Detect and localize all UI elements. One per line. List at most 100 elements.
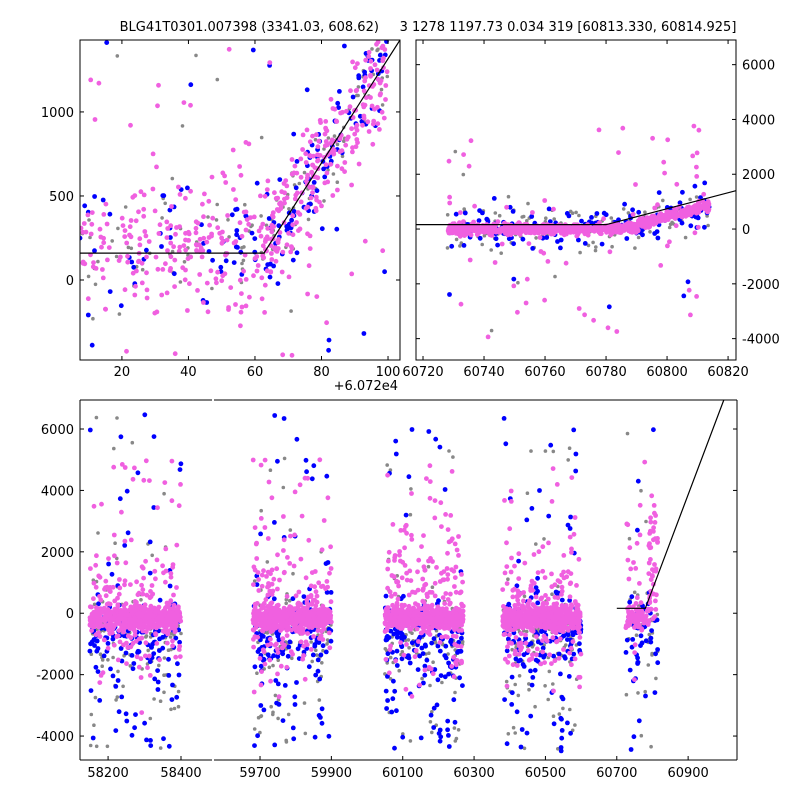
data-point xyxy=(150,151,156,157)
data-point xyxy=(658,263,664,268)
data-point xyxy=(688,223,694,229)
data-point xyxy=(452,575,458,580)
data-point xyxy=(445,597,451,602)
data-point xyxy=(116,226,120,231)
data-point xyxy=(123,650,129,656)
data-point xyxy=(137,242,143,248)
data-point xyxy=(666,210,672,215)
data-point xyxy=(375,104,380,110)
data-point xyxy=(312,643,318,649)
data-point xyxy=(265,592,271,598)
data-point xyxy=(456,534,461,539)
data-point xyxy=(306,217,311,222)
data-point xyxy=(148,716,153,721)
data-point xyxy=(128,218,134,223)
data-point xyxy=(134,599,139,605)
data-point xyxy=(160,193,166,199)
data-point xyxy=(330,193,336,198)
data-point xyxy=(273,678,279,683)
data-point xyxy=(600,227,606,232)
data-point xyxy=(169,631,174,636)
data-point xyxy=(251,689,257,695)
data-point xyxy=(136,649,142,655)
data-point xyxy=(168,266,174,271)
data-point xyxy=(94,648,100,654)
data-point xyxy=(241,258,246,263)
data-point xyxy=(321,166,326,172)
data-point xyxy=(133,712,138,717)
data-point xyxy=(328,161,334,167)
data-point xyxy=(276,658,281,662)
data-point xyxy=(292,196,298,202)
data-point xyxy=(172,257,178,263)
data-point xyxy=(185,256,191,262)
data-point xyxy=(175,617,181,623)
data-point xyxy=(460,683,465,688)
data-point xyxy=(131,264,137,270)
data-point xyxy=(609,216,614,220)
data-point xyxy=(325,638,330,642)
data-point xyxy=(289,309,293,313)
data-point xyxy=(268,269,274,274)
data-point xyxy=(102,586,107,592)
data-point xyxy=(467,257,473,263)
data-point xyxy=(383,97,388,102)
data-point xyxy=(294,436,300,442)
data-point xyxy=(443,655,449,661)
data-point xyxy=(151,651,157,656)
data-point xyxy=(99,501,104,507)
data-point xyxy=(361,331,367,336)
data-point xyxy=(136,622,142,627)
data-point xyxy=(454,662,459,668)
data-point xyxy=(386,558,391,564)
data-point xyxy=(633,182,638,187)
data-point xyxy=(455,643,460,649)
data-point xyxy=(430,710,434,714)
data-point xyxy=(515,309,520,315)
data-point xyxy=(523,300,529,306)
data-point xyxy=(111,464,117,470)
data-point xyxy=(91,596,96,602)
data-point xyxy=(294,220,299,225)
data-point xyxy=(132,623,137,628)
data-point xyxy=(313,589,319,595)
data-point xyxy=(282,683,288,688)
data-point xyxy=(349,126,354,132)
data-point xyxy=(126,245,131,250)
data-point xyxy=(290,257,296,263)
data-point xyxy=(350,149,355,155)
data-point xyxy=(293,593,299,599)
data-point xyxy=(275,633,281,639)
data-point xyxy=(271,596,277,602)
data-point xyxy=(422,567,428,573)
data-point xyxy=(552,217,556,221)
data-point xyxy=(147,595,153,601)
data-point xyxy=(210,215,216,221)
data-point xyxy=(310,659,315,664)
data-point xyxy=(178,461,184,467)
data-point xyxy=(268,468,273,473)
data-point xyxy=(202,191,207,197)
data-point xyxy=(401,732,405,736)
data-point xyxy=(403,512,409,518)
y-tick-label: 500 xyxy=(49,190,74,205)
data-point xyxy=(677,200,683,206)
data-point xyxy=(310,162,315,168)
data-point xyxy=(319,547,325,553)
data-point xyxy=(369,103,375,109)
data-point xyxy=(122,543,128,548)
data-point xyxy=(130,270,136,276)
data-point xyxy=(88,618,94,624)
data-point xyxy=(315,616,321,622)
data-point xyxy=(281,485,286,490)
data-point xyxy=(420,651,426,656)
data-point xyxy=(251,582,256,587)
data-point xyxy=(635,228,641,234)
data-point xyxy=(272,520,277,525)
data-point xyxy=(626,211,631,215)
data-point xyxy=(254,582,260,587)
data-point xyxy=(224,237,230,243)
data-point xyxy=(91,503,97,509)
data-point xyxy=(304,87,310,93)
data-point xyxy=(85,296,91,302)
